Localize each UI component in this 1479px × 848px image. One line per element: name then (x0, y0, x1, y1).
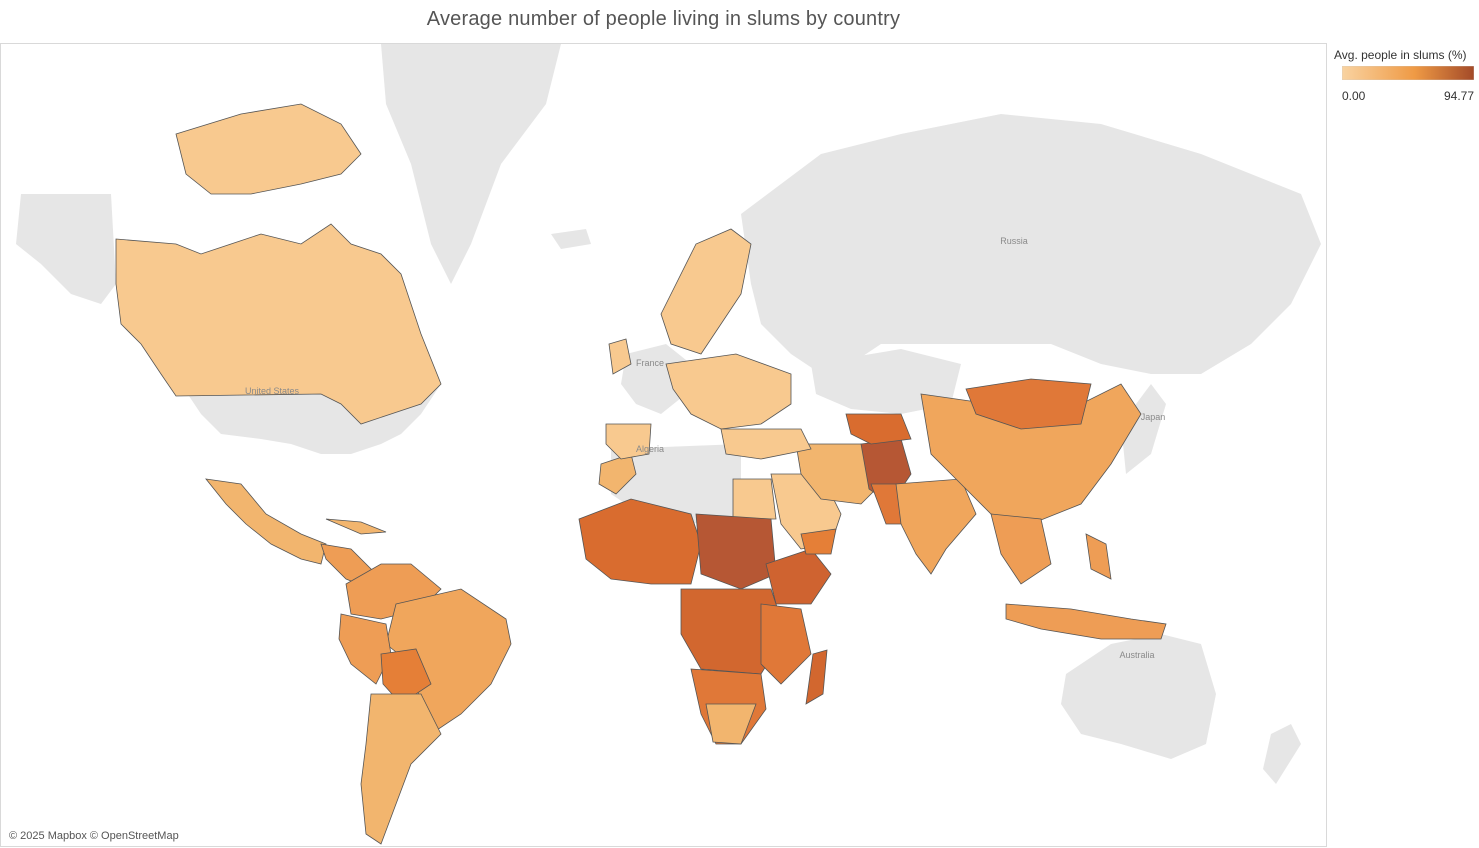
choropleth-map[interactable]: Russia United States France Algeria Japa… (0, 43, 1327, 847)
iceland (551, 229, 591, 249)
new-zealand-land (1263, 724, 1301, 784)
country-mexico (205, 478, 327, 565)
map-attribution[interactable]: © 2025 Mapbox © OpenStreetMap (9, 830, 179, 842)
country-sudan (695, 513, 777, 590)
country-argentina (360, 693, 442, 845)
greenland (381, 44, 561, 284)
japan-land (1121, 384, 1166, 474)
map-canvas[interactable]: Russia United States France Algeria Japa… (1, 44, 1327, 847)
country-eastern-europe (665, 353, 792, 430)
country-se-asia (990, 513, 1052, 585)
country-philippines (1085, 533, 1112, 580)
legend-min-label: 0.00 (1342, 89, 1366, 103)
country-spain-portugal (605, 423, 652, 460)
country-cuba (325, 518, 387, 535)
country-indonesia (1005, 603, 1167, 640)
country-west-africa (578, 498, 702, 585)
country-south-africa (705, 703, 757, 745)
legend-tick-labels: 0.00 94.77 (1342, 85, 1474, 103)
western-europe-land (621, 344, 691, 414)
legend-title: Avg. people in slums (%) (1334, 48, 1467, 62)
country-yemen (800, 528, 837, 555)
australia-land (1061, 634, 1216, 759)
map-title: Average number of people living in slums… (426, 8, 901, 30)
label-japan: Japan (1141, 412, 1166, 422)
country-india (895, 478, 977, 575)
map-labels: Russia United States France Algeria Japa… (245, 236, 1165, 660)
country-madagascar (805, 649, 828, 705)
country-uk (608, 338, 632, 375)
russia-land (741, 114, 1321, 374)
base-land (16, 44, 1321, 784)
label-russia: Russia (1000, 236, 1028, 246)
alaska (16, 194, 116, 304)
label-france: France (636, 358, 664, 368)
country-egypt (732, 478, 777, 520)
choropleth-countries[interactable] (115, 103, 1167, 845)
country-east-africa (760, 603, 812, 685)
country-ethiopia (765, 548, 832, 605)
label-australia: Australia (1119, 650, 1154, 660)
country-turkey (720, 428, 812, 460)
label-united-states: United States (245, 386, 300, 396)
country-scandinavia (660, 228, 752, 355)
label-algeria: Algeria (636, 444, 664, 454)
country-mongolia (965, 378, 1092, 430)
country-peru (338, 613, 392, 685)
country-canada (115, 223, 442, 425)
country-canada-islands (175, 103, 362, 195)
legend-max-label: 94.77 (1443, 89, 1474, 103)
color-legend: Avg. people in slums (%) 0.00 94.77 (1334, 48, 1477, 103)
legend-gradient-bar (1341, 65, 1475, 81)
country-uzbekistan (845, 413, 912, 445)
